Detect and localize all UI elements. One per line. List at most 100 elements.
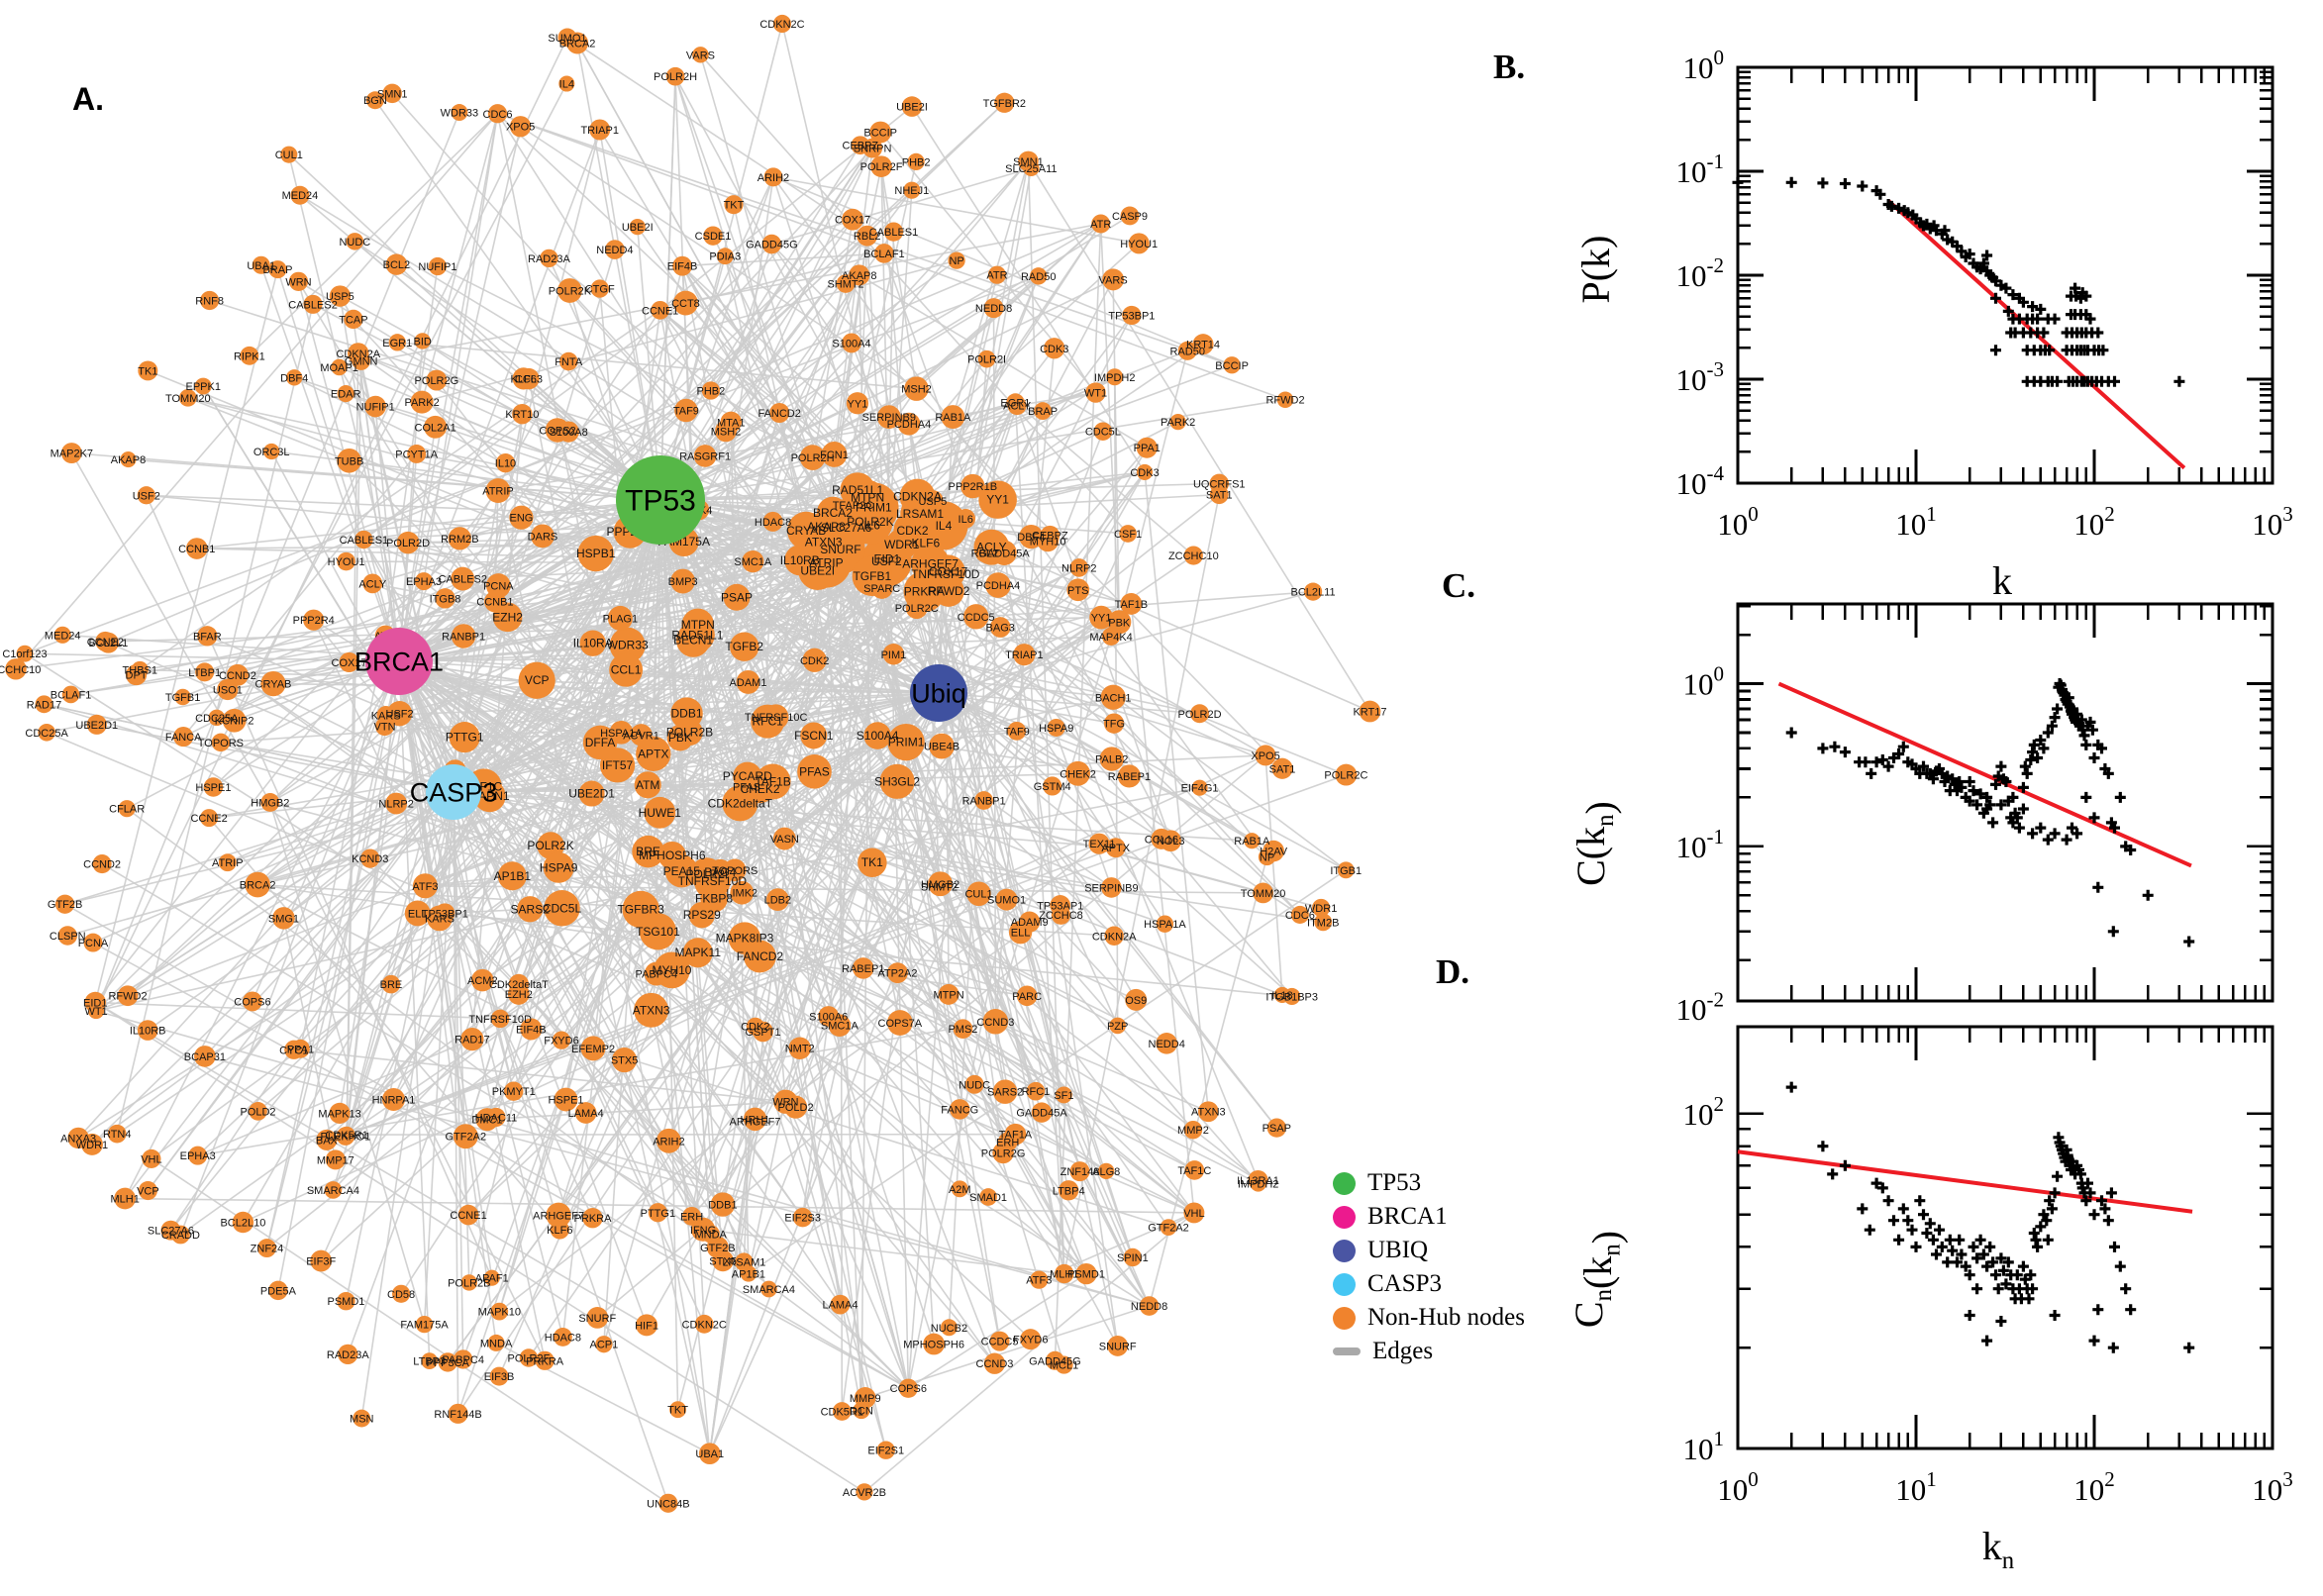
- non-hub-node-label: NHEJ1: [894, 185, 929, 197]
- non-hub-node: [453, 1124, 478, 1149]
- non-hub-node: [381, 974, 401, 994]
- non-hub-node-label: BRCA2: [559, 38, 596, 50]
- network-edge: [398, 126, 522, 662]
- non-hub-node: [1156, 915, 1174, 933]
- network-edge: [127, 883, 258, 997]
- non-hub-node: [730, 632, 759, 661]
- non-hub-node: [574, 1102, 597, 1124]
- network-edge: [269, 802, 546, 1361]
- non-hub-node: [938, 983, 960, 1005]
- non-hub-node: [448, 1403, 468, 1424]
- non-hub-node: [518, 661, 556, 699]
- non-hub-node-label: ATR: [986, 270, 1007, 282]
- non-hub-node-label: DBF4: [280, 372, 308, 384]
- non-hub-node-label: RAD17: [454, 1035, 489, 1047]
- non-hub-node-label: TNFRSF10C: [745, 712, 808, 724]
- non-hub-node: [828, 1014, 852, 1038]
- non-hub-node-label: CCT8: [671, 298, 700, 310]
- non-hub-node-label: ATXN3: [1191, 1107, 1226, 1119]
- non-hub-node-label: FKBP8: [695, 892, 733, 906]
- non-hub-node-label: LDB2: [764, 895, 792, 907]
- non-hub-node: [582, 725, 618, 760]
- non-hub-node: [948, 251, 965, 269]
- non-hub-node: [802, 648, 827, 672]
- network-edge: [682, 252, 884, 267]
- non-hub-node-label: NUDC: [959, 1079, 990, 1091]
- network-edge: [313, 619, 501, 1020]
- non-hub-node-label: EFEMP2: [571, 1044, 615, 1055]
- non-hub-node-label: IFNG: [690, 1225, 716, 1237]
- non-hub-node: [897, 412, 921, 436]
- non-hub-node-label: PSMD1: [327, 1296, 364, 1308]
- non-hub-node: [485, 478, 511, 503]
- network-edge: [398, 148, 873, 662]
- non-hub-node-label: PABPC4: [442, 1354, 484, 1366]
- network-edge: [371, 582, 1112, 889]
- network-edge: [1130, 603, 1195, 1214]
- network-edge: [287, 153, 515, 1092]
- non-hub-node: [1016, 985, 1038, 1007]
- non-hub-node: [1123, 1247, 1143, 1267]
- non-hub-node-label: SERPINB9: [862, 412, 916, 424]
- non-hub-node-label: PBK: [668, 731, 692, 745]
- non-hub-node-label: SMC1A: [821, 1021, 859, 1033]
- non-hub-node: [703, 226, 723, 246]
- network-edge: [947, 571, 1119, 1347]
- non-hub-node-label: YY1: [986, 493, 1009, 507]
- network-edge: [398, 660, 546, 1361]
- non-hub-node-label: BRE: [636, 845, 660, 858]
- non-hub-node: [1160, 1219, 1177, 1236]
- non-hub-node: [715, 420, 737, 443]
- non-hub-node-label: WDR33: [441, 108, 479, 120]
- non-hub-node: [114, 1187, 137, 1210]
- non-hub-node: [337, 448, 361, 473]
- network-edge: [496, 113, 687, 411]
- non-hub-node: [200, 809, 219, 828]
- non-hub-node-label: UQCRFS1: [1193, 478, 1246, 490]
- network-edge: [146, 494, 493, 1279]
- non-hub-node: [245, 871, 270, 898]
- non-hub-node-label: PRKRA: [574, 1213, 613, 1225]
- non-hub-node: [876, 405, 901, 430]
- non-hub-node: [724, 195, 744, 215]
- non-hub-node-label: BAX: [316, 1135, 339, 1147]
- network-edge: [576, 43, 661, 501]
- non-hub-node-label: DFFA: [585, 736, 616, 749]
- non-hub-node: [550, 1220, 569, 1240]
- non-hub-node: [557, 278, 582, 303]
- non-hub-node: [428, 256, 448, 276]
- non-hub-node-label: BCL2L1: [89, 638, 129, 649]
- network-edge: [339, 366, 661, 501]
- network-edge: [374, 99, 661, 501]
- network-edge: [494, 600, 761, 790]
- non-hub-node-label: MAPK11: [675, 946, 722, 959]
- node-swatch-icon: [1333, 1306, 1356, 1330]
- non-hub-node: [929, 733, 955, 759]
- non-hub-node-label: IL10RB: [130, 1026, 166, 1038]
- tick-label: 103: [2252, 502, 2293, 542]
- tick-label: 10-2: [1676, 987, 1725, 1027]
- network-edge: [339, 113, 499, 1114]
- network-edge: [659, 499, 873, 863]
- non-hub-node-label: RFC1: [1022, 1086, 1051, 1098]
- non-hub-node: [1044, 338, 1065, 359]
- non-hub-node: [485, 573, 511, 598]
- non-hub-node: [546, 1202, 571, 1228]
- non-hub-node: [1190, 704, 1210, 724]
- tick-label: 102: [2073, 1467, 2115, 1507]
- network-edge: [702, 1229, 1064, 1275]
- non-hub-node-label: A2M: [949, 1184, 971, 1196]
- non-hub-node: [426, 369, 448, 391]
- non-hub-node-label: FANCG: [941, 1104, 978, 1116]
- non-hub-node: [329, 285, 352, 307]
- scatter-marker-plus: [1785, 1081, 2195, 1353]
- non-hub-node-label: TCAP: [339, 314, 367, 326]
- non-hub-node-label: USF2: [133, 490, 160, 502]
- non-hub-node: [1019, 524, 1044, 549]
- non-hub-node: [61, 685, 80, 704]
- non-hub-node: [799, 445, 826, 470]
- non-hub-node-label: PCNA: [483, 581, 514, 593]
- legend-item-label: TP53: [1367, 1169, 1422, 1196]
- non-hub-node: [1030, 267, 1048, 285]
